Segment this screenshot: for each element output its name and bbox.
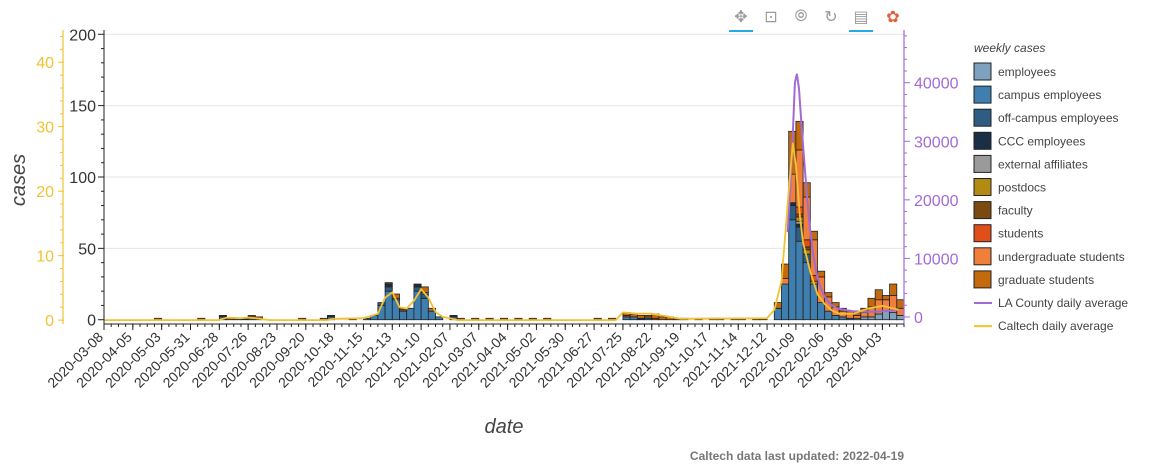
last-updated-note: Caltech data last updated: 2022-04-19 bbox=[689, 449, 904, 463]
bar-faculty[interactable] bbox=[384, 282, 393, 285]
bar-employees[interactable] bbox=[881, 310, 890, 321]
bar-undergraduate_students[interactable] bbox=[853, 315, 862, 319]
bar-campus_employees[interactable] bbox=[795, 240, 804, 321]
y-tick-label: 0 bbox=[87, 313, 96, 330]
legend-label-ccc_employees[interactable]: CCC employees bbox=[998, 134, 1085, 148]
bar-campus_employees[interactable] bbox=[773, 307, 782, 321]
bar-campus_employees[interactable] bbox=[427, 310, 436, 321]
left-secondary-tick-label: 40 bbox=[36, 55, 54, 72]
legend-label-employees[interactable]: employees bbox=[998, 65, 1056, 79]
bar-ccc_employees[interactable] bbox=[384, 283, 393, 288]
axes: 0 50 100 150 200 0 10 20 30 40 0 10000 20000 30000 400… bbox=[36, 27, 958, 390]
legend-swatch-external_affiliates bbox=[973, 154, 992, 173]
bar-graduate_students[interactable] bbox=[889, 283, 898, 296]
bar-campus_employees[interactable] bbox=[391, 299, 400, 321]
bar-undergraduate_students[interactable] bbox=[845, 313, 854, 319]
bar-undergraduate_students[interactable] bbox=[860, 312, 869, 318]
bar-employees[interactable] bbox=[874, 313, 883, 321]
bar-campus_employees[interactable] bbox=[817, 302, 826, 321]
bar-graduate_students[interactable] bbox=[896, 299, 905, 309]
legend-swatch-postdocs bbox=[973, 178, 992, 196]
bar-ccc_employees[interactable] bbox=[449, 315, 458, 318]
bar-graduate_students[interactable] bbox=[874, 289, 883, 301]
left-secondary-tick-label: 30 bbox=[36, 120, 54, 137]
bar-graduate_students[interactable] bbox=[817, 270, 826, 278]
toolbar: ✥ ⊡ ⦾ ↻ ▤ ✿ bbox=[726, 2, 916, 32]
legend-label-graduate_students[interactable]: graduate students bbox=[998, 273, 1094, 287]
y-tick-label: 100 bbox=[69, 170, 96, 187]
bar-graduate_students[interactable] bbox=[644, 315, 653, 318]
bar-campus_employees[interactable] bbox=[788, 219, 797, 321]
legend-swatch-off_campus_employees bbox=[973, 108, 992, 127]
legend-label-undergraduate_students[interactable]: undergraduate students bbox=[998, 250, 1125, 264]
legend-label-external_affiliates[interactable]: external affiliates bbox=[998, 157, 1088, 171]
bar-ccc_employees[interactable] bbox=[327, 315, 336, 318]
pan-tool-icon[interactable]: ✥ bbox=[728, 5, 754, 32]
legend-swatch-faculty bbox=[973, 201, 992, 220]
line-caltech_avg[interactable] bbox=[104, 142, 900, 321]
left-secondary-tick-label: 20 bbox=[36, 184, 54, 201]
wheel-zoom-tool-icon[interactable]: ⦾ bbox=[794, 8, 808, 25]
reset-tool-icon[interactable]: ↻ bbox=[824, 9, 838, 26]
bar-graduate_students[interactable] bbox=[247, 315, 256, 318]
legend[interactable]: weekly cases employees campus employees of… bbox=[973, 41, 1128, 333]
bar-off_campus_employees[interactable] bbox=[384, 286, 393, 292]
legend-swatch-employees bbox=[973, 62, 992, 81]
bar-graduate_students[interactable] bbox=[773, 302, 782, 309]
y-tick-label: 200 bbox=[69, 27, 96, 44]
legend-swatch-ccc_employees bbox=[973, 131, 992, 150]
legend-title: weekly cases bbox=[974, 41, 1045, 55]
bar-graduate_students[interactable] bbox=[881, 295, 890, 301]
hover-tool-icon[interactable]: ▤ bbox=[848, 5, 874, 32]
bar-campus_employees[interactable] bbox=[831, 315, 840, 321]
right-tick-label: 10000 bbox=[914, 251, 959, 268]
box-zoom-tool-icon[interactable]: ⊡ bbox=[764, 9, 778, 26]
right-tick-label: 0 bbox=[914, 310, 923, 327]
bar-ccc_employees[interactable] bbox=[413, 283, 422, 288]
bar-campus_employees[interactable] bbox=[781, 283, 790, 321]
right-tick-label: 30000 bbox=[914, 134, 959, 151]
bokeh-logo-icon[interactable]: ✿ bbox=[886, 9, 900, 26]
bar-campus_employees[interactable] bbox=[406, 307, 415, 321]
bar-campus_employees[interactable] bbox=[435, 316, 444, 321]
right-tick-label: 40000 bbox=[914, 76, 959, 93]
bar-campus_employees[interactable] bbox=[420, 297, 429, 321]
legend-swatch-graduate_students bbox=[973, 270, 992, 289]
bar-employees[interactable] bbox=[867, 316, 876, 321]
bar-graduate_students[interactable] bbox=[658, 316, 667, 321]
legend-swatch-students bbox=[973, 224, 992, 243]
legend-label-la_county[interactable]: LA County daily average bbox=[998, 296, 1128, 310]
right-tick-label: 20000 bbox=[914, 193, 959, 210]
bar-campus_employees[interactable] bbox=[824, 310, 833, 321]
bar-graduate_students[interactable] bbox=[867, 297, 876, 308]
legend-label-campus_employees[interactable]: campus employees bbox=[998, 88, 1101, 102]
left-secondary-tick-label: 10 bbox=[36, 249, 54, 266]
legend-label-caltech_avg[interactable]: Caltech daily average bbox=[998, 319, 1114, 333]
bar-campus_employees[interactable] bbox=[838, 316, 847, 321]
bar-graduate_students[interactable] bbox=[636, 315, 645, 319]
average-lines bbox=[104, 73, 900, 321]
bar-campus_employees[interactable] bbox=[629, 316, 638, 321]
bar-employees[interactable] bbox=[889, 312, 898, 321]
bar-campus_employees[interactable] bbox=[622, 316, 631, 321]
legend-swatch-undergraduate_students bbox=[973, 247, 992, 266]
legend-label-postdocs[interactable]: postdocs bbox=[998, 181, 1046, 195]
legend-label-off_campus_employees[interactable]: off-campus employees bbox=[998, 111, 1119, 125]
y-tick-label: 150 bbox=[69, 99, 96, 116]
bar-employees[interactable] bbox=[860, 316, 869, 321]
y-tick-label: 50 bbox=[78, 241, 96, 258]
y-axis-label: cases bbox=[8, 154, 30, 206]
bar-ccc_employees[interactable] bbox=[218, 315, 227, 318]
left-secondary-tick-label: 0 bbox=[45, 313, 54, 330]
legend-label-faculty[interactable]: faculty bbox=[998, 204, 1033, 218]
legend-swatch-campus_employees bbox=[973, 85, 992, 104]
legend-label-students[interactable]: students bbox=[998, 227, 1043, 241]
bar-employees[interactable] bbox=[896, 315, 905, 321]
bar-graduate_students[interactable] bbox=[427, 307, 436, 312]
bar-external_affiliates[interactable] bbox=[795, 220, 804, 225]
bar-campus_employees[interactable] bbox=[399, 310, 408, 321]
x-axis-label: date bbox=[485, 416, 524, 438]
